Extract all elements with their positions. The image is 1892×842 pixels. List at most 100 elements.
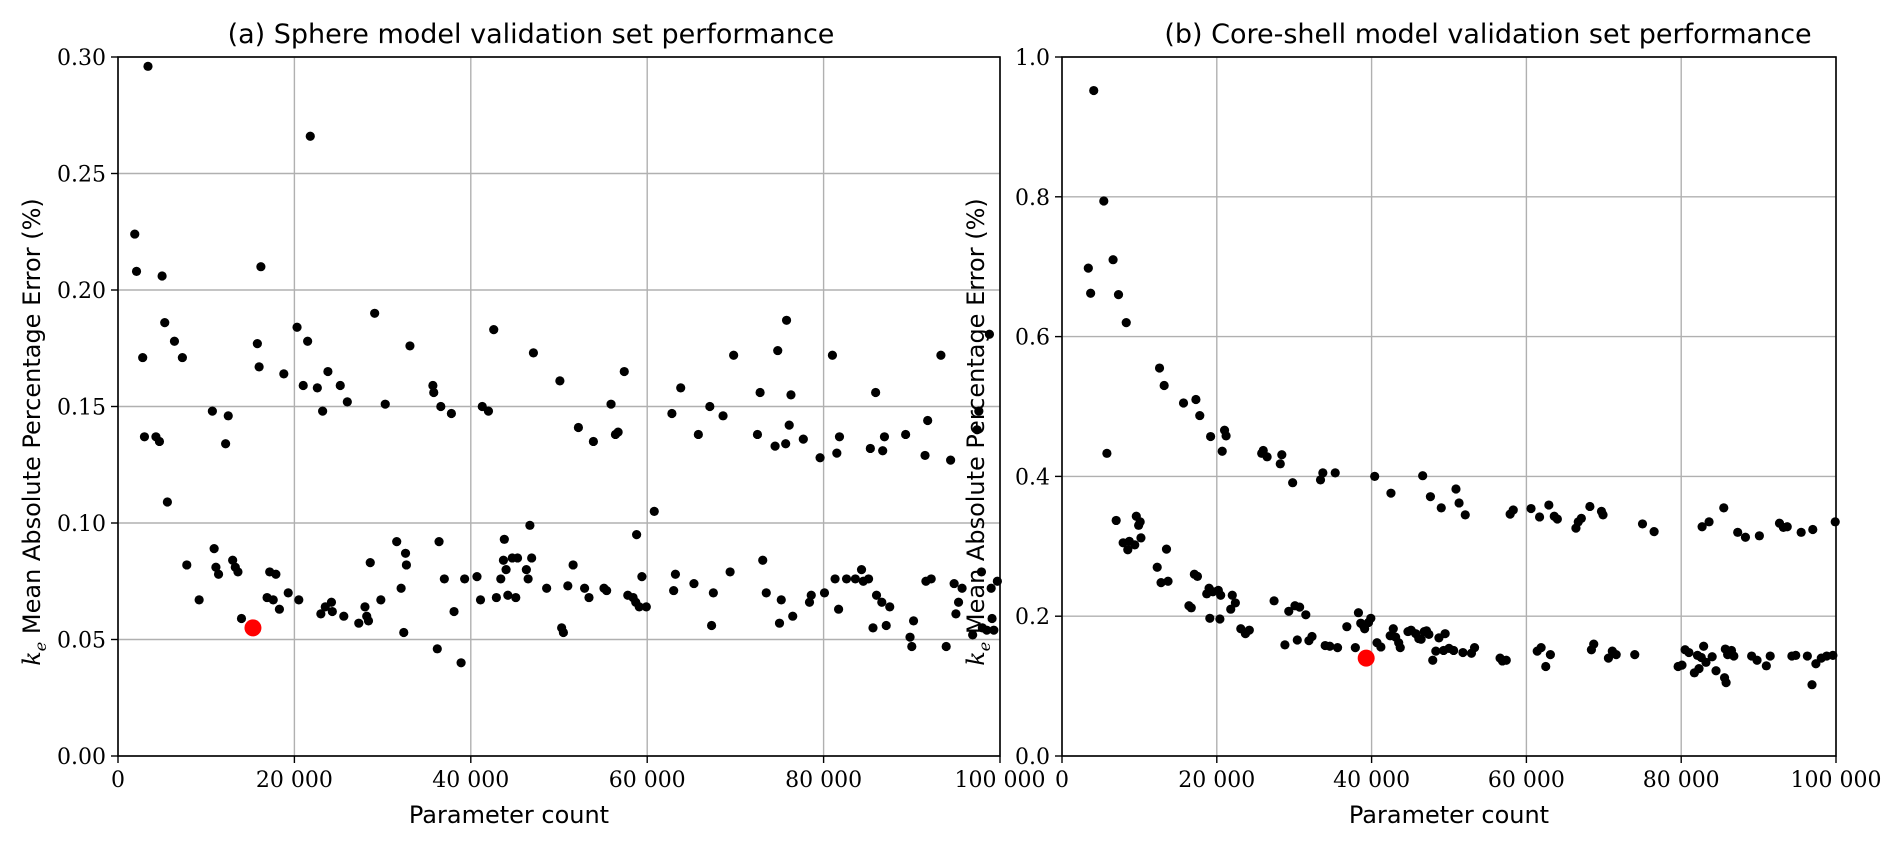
panel-b-y-tick-label: 0.2	[1015, 605, 1050, 630]
panel-b-data-point	[1330, 468, 1340, 478]
panel-b-data-point	[1536, 643, 1546, 653]
panel-a-data-point	[725, 567, 735, 577]
panel-a-data-point	[827, 350, 838, 360]
panel-a-data-point	[806, 590, 816, 600]
panel-a-data-point	[365, 558, 375, 568]
panel-b-x-tick-label: 60 000	[1488, 768, 1565, 793]
panel-b-data-point	[1154, 363, 1165, 373]
panel-b-data-point	[1416, 634, 1426, 644]
panel-a-sphere-model: (a) Sphere model validation set performa…	[18, 19, 1045, 829]
panel-a-data-point	[491, 592, 501, 603]
panel-b-data-point	[1541, 661, 1551, 672]
panel-a-data-point	[213, 569, 224, 579]
panel-b-data-point	[1186, 603, 1196, 613]
panel-b-data-point	[1086, 288, 1096, 298]
panel-b-data-point	[1325, 641, 1335, 651]
panel-a-data-point	[499, 534, 509, 544]
panel-a-y-axis-label: ke Mean Absolute Percentage Error (%)	[18, 198, 50, 666]
panel-a-data-point	[770, 441, 780, 451]
panel-b-data-point	[1269, 596, 1279, 606]
panel-a-data-point	[342, 397, 352, 407]
panel-a-y-tick-label: 0.00	[57, 745, 106, 770]
panel-a-data-point	[798, 434, 808, 444]
panel-a-data-point	[446, 408, 456, 419]
panel-a-y-tick-label: 0.30	[57, 46, 106, 71]
panel-b-x-tick-label: 40 000	[1333, 768, 1410, 793]
panel-a-data-point	[399, 627, 409, 638]
panel-a-x-tick-label: 80 000	[785, 768, 862, 793]
panel-a-data-point	[271, 569, 281, 579]
panel-b-y-tick-label: 1.0	[1015, 46, 1050, 71]
panel-b-data-point	[1292, 635, 1302, 645]
panel-b-y-tick-label: 0.8	[1015, 186, 1050, 211]
panel-b-data-point	[1156, 578, 1166, 588]
panel-a-data-point	[503, 590, 513, 600]
panel-a-data-point	[632, 530, 642, 540]
panel-b-data-point	[1318, 468, 1328, 478]
panel-a-data-point	[489, 325, 499, 335]
panel-a-data-point	[573, 422, 584, 433]
panel-a-y-axis-subscript: e	[31, 642, 50, 651]
panel-a-y-tick-label: 0.20	[57, 279, 106, 304]
panel-a-data-point	[863, 574, 874, 584]
panel-b-data-point	[1585, 501, 1595, 512]
panel-a-data-point	[968, 630, 978, 640]
panel-b-title: (b) Core-shell model validation set perf…	[1164, 19, 1811, 50]
panel-a-data-point	[475, 595, 486, 605]
panel-a-data-point	[274, 604, 285, 614]
panel-a-data-point	[584, 592, 594, 603]
panel-b-data-point	[1226, 604, 1236, 614]
panel-b-data-point	[1386, 488, 1396, 498]
panel-a-title: (a) Sphere model validation set performa…	[228, 19, 835, 50]
panel-a-highlight-point	[244, 619, 262, 637]
panel-b-core-shell-model: (b) Core-shell model validation set perf…	[962, 19, 1881, 829]
panel-a-data-point	[542, 583, 552, 593]
panel-b-data-point	[1534, 512, 1545, 522]
panel-b-data-point	[1761, 661, 1771, 671]
panel-a-data-point	[951, 609, 961, 619]
panel-a-data-point	[781, 315, 792, 325]
panel-a-data-point	[303, 336, 313, 346]
panel-a-data-point	[982, 625, 992, 635]
panel-b-data-point	[1350, 643, 1360, 653]
panel-b-data-point	[1589, 639, 1599, 649]
panel-a-data-point	[312, 383, 322, 393]
panel-b-data-point	[1418, 471, 1428, 481]
panel-b-data-point	[1102, 448, 1112, 458]
panel-a-data-point	[318, 406, 328, 416]
panel-b-data-point	[1791, 650, 1801, 660]
panel-a-data-point	[498, 555, 509, 565]
panel-a-data-point	[130, 229, 140, 239]
panel-a-data-point	[788, 611, 798, 621]
panel-a-x-tick-label: 60 000	[609, 768, 686, 793]
panel-a-data-point	[294, 595, 304, 605]
panel-b-plot-frame	[1061, 56, 1837, 757]
panel-b-data-point	[1089, 85, 1099, 96]
panel-a-data-point	[143, 61, 153, 71]
panel-a-data-point	[157, 271, 167, 281]
panel-b-data-point	[1395, 643, 1405, 653]
panel-a-data-point	[154, 436, 165, 447]
panel-a-data-point	[354, 618, 364, 628]
panel-a-data-point	[689, 578, 699, 589]
panel-a-data-point	[641, 602, 651, 612]
panel-b-data-point	[1637, 519, 1648, 529]
panel-a-data-point	[525, 520, 535, 530]
panel-a-x-tick-label: 100 000	[955, 768, 1046, 793]
panel-a-data-point	[460, 574, 470, 584]
panel-a-data-point	[283, 588, 293, 598]
panel-a-data-point	[182, 560, 192, 570]
panel-a-data-point	[953, 597, 964, 607]
panel-a-y-ticks: 0.00 0.05 0.10 0.15 0.20 0.25 0.30	[57, 46, 118, 770]
panel-b-data-point	[1552, 514, 1562, 524]
panel-b-data-point	[1227, 590, 1237, 600]
panel-a-data-point	[907, 641, 917, 652]
panel-b-data-point	[1704, 517, 1714, 527]
panel-a-data-point	[483, 406, 494, 416]
panel-b-x-tick-label: 0	[1055, 768, 1069, 793]
panel-a-data-point	[877, 597, 887, 607]
panel-b-y-axis-subscript: e	[975, 642, 994, 651]
panel-a-data-point	[841, 574, 852, 584]
